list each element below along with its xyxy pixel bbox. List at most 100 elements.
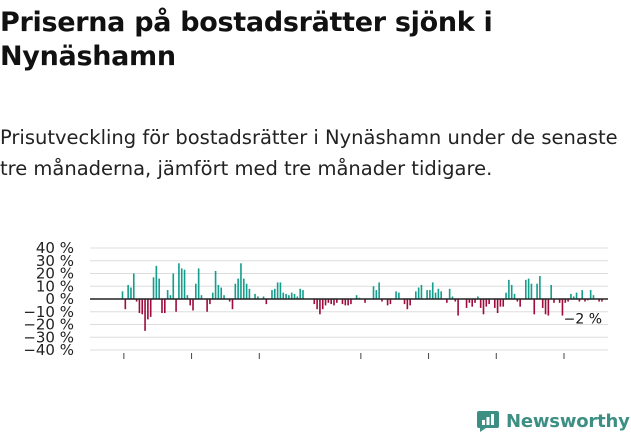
bar bbox=[575, 292, 578, 299]
bar bbox=[248, 288, 251, 299]
bar bbox=[589, 290, 592, 299]
bar bbox=[437, 288, 440, 299]
y-tick-label: 20 % bbox=[36, 265, 74, 283]
bar bbox=[350, 299, 352, 305]
bar bbox=[344, 299, 347, 306]
bar bbox=[240, 263, 242, 299]
bar bbox=[457, 299, 459, 316]
bar bbox=[180, 268, 183, 299]
bar bbox=[209, 299, 211, 305]
y-tick-label: −30 % bbox=[23, 328, 74, 346]
bar bbox=[406, 299, 409, 310]
bar bbox=[527, 278, 530, 299]
bar bbox=[414, 291, 417, 299]
bar bbox=[347, 299, 349, 306]
bar bbox=[135, 299, 138, 302]
bar bbox=[578, 299, 581, 302]
bar bbox=[186, 295, 189, 299]
bar bbox=[584, 299, 586, 302]
bar bbox=[409, 299, 411, 306]
y-tick-label: 30 % bbox=[36, 252, 74, 270]
bar bbox=[502, 299, 505, 307]
bar-chart-logo-icon bbox=[477, 411, 499, 432]
bar bbox=[533, 299, 536, 315]
bar bbox=[290, 292, 293, 299]
bar bbox=[426, 290, 428, 299]
bar bbox=[130, 287, 132, 299]
bar bbox=[163, 299, 166, 314]
y-tick-label: −10 % bbox=[23, 303, 74, 321]
bar bbox=[321, 299, 324, 310]
bar bbox=[172, 273, 175, 299]
bar bbox=[505, 292, 507, 299]
bar bbox=[217, 284, 220, 299]
bar bbox=[285, 293, 287, 299]
bar bbox=[124, 299, 127, 310]
bar bbox=[316, 299, 318, 310]
bar bbox=[319, 299, 321, 315]
bar bbox=[485, 299, 488, 307]
bar bbox=[330, 299, 333, 305]
bar bbox=[508, 279, 510, 299]
bar bbox=[273, 288, 276, 299]
x-tick-label: 2019 bbox=[342, 364, 380, 366]
x-tick-label: 2023 bbox=[477, 364, 515, 366]
bar bbox=[567, 299, 569, 302]
bar bbox=[211, 292, 214, 299]
bar bbox=[242, 278, 245, 299]
bar bbox=[570, 293, 572, 299]
bar bbox=[510, 284, 513, 299]
bar bbox=[550, 284, 552, 299]
bar bbox=[254, 293, 256, 299]
bar bbox=[299, 288, 301, 299]
bar bbox=[147, 299, 149, 320]
bar bbox=[155, 265, 158, 299]
bar bbox=[121, 291, 124, 299]
bar bbox=[395, 291, 397, 299]
bar bbox=[327, 299, 330, 303]
bar bbox=[381, 299, 383, 302]
y-tick-label: 10 % bbox=[36, 277, 74, 295]
bar bbox=[144, 299, 146, 331]
bar bbox=[195, 283, 197, 299]
bar bbox=[496, 299, 499, 314]
bar bbox=[420, 284, 423, 299]
bar bbox=[141, 299, 144, 315]
bar bbox=[279, 282, 282, 299]
x-tick-label: 2012 bbox=[105, 364, 143, 366]
bar bbox=[448, 288, 451, 299]
bar bbox=[530, 283, 533, 299]
bar bbox=[237, 278, 239, 299]
chart-subtitle: Prisutveckling för bostadsrätter i Nynäs… bbox=[0, 126, 618, 180]
bar bbox=[262, 296, 265, 299]
bar bbox=[474, 299, 476, 303]
latest-value-label: −2 % bbox=[564, 312, 602, 328]
bar bbox=[544, 299, 547, 315]
bar bbox=[228, 299, 231, 302]
bar bbox=[138, 299, 141, 314]
bar bbox=[372, 286, 375, 299]
bar bbox=[375, 290, 378, 299]
bar bbox=[516, 299, 519, 302]
bar bbox=[336, 299, 338, 303]
bar bbox=[341, 299, 344, 305]
newsworthy-brand[interactable]: Newsworthy bbox=[476, 409, 630, 433]
y-tick-label: −20 % bbox=[23, 316, 74, 334]
bar bbox=[302, 290, 304, 299]
bar bbox=[440, 291, 442, 299]
bar bbox=[313, 299, 316, 305]
y-tick-label: 0 % bbox=[45, 290, 74, 308]
bar bbox=[183, 269, 186, 299]
bar bbox=[482, 299, 485, 315]
brand-name: Newsworthy bbox=[506, 410, 630, 432]
bar bbox=[488, 299, 490, 305]
bar bbox=[536, 283, 538, 299]
bar bbox=[296, 296, 299, 299]
bar bbox=[197, 268, 200, 299]
bar bbox=[223, 295, 225, 299]
bar bbox=[434, 292, 437, 299]
bar-chart: 40 %30 %20 %10 %0 %−10 %−20 %−30 %−40 % … bbox=[23, 239, 608, 366]
bar bbox=[477, 296, 479, 299]
bar bbox=[493, 299, 496, 308]
bar bbox=[417, 287, 420, 299]
